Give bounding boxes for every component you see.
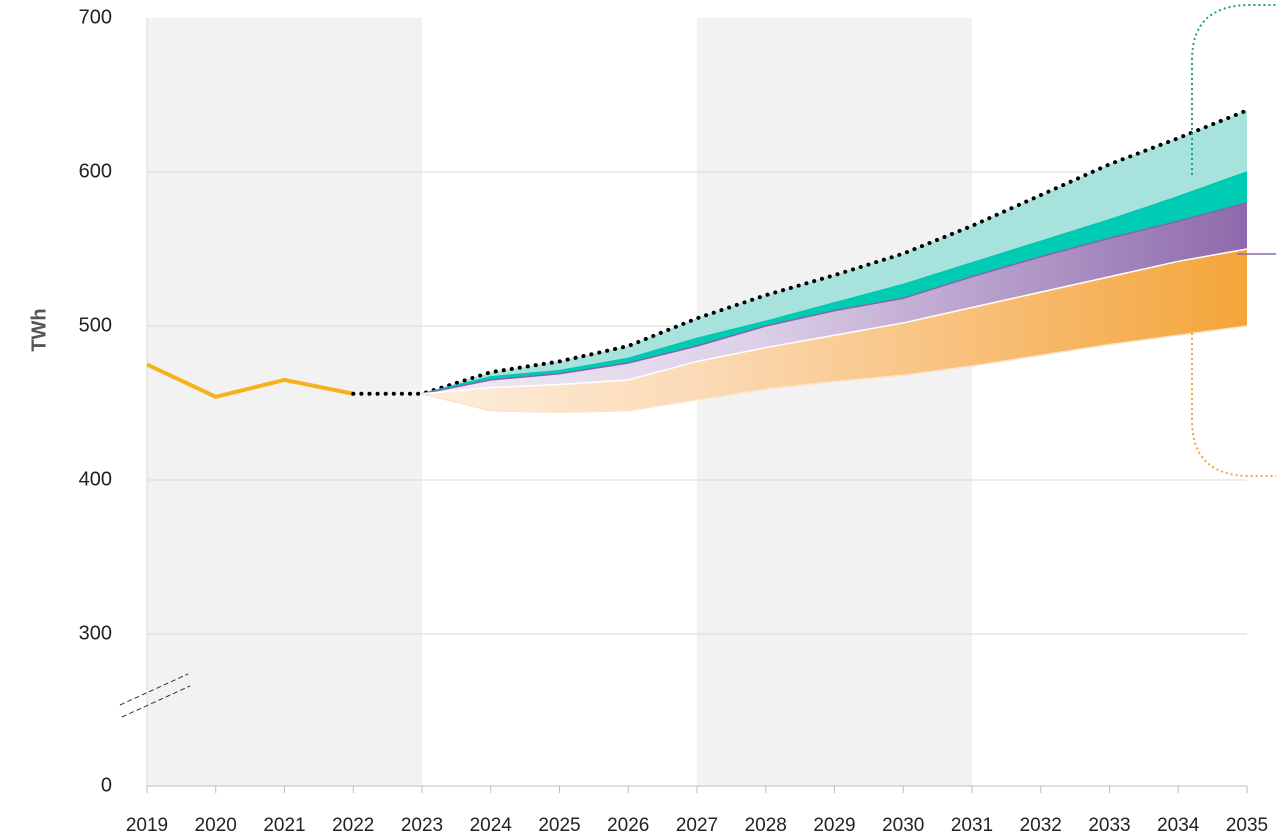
- x-tick-label: 2033: [1088, 815, 1130, 836]
- x-tick-label: 2022: [332, 815, 374, 836]
- axis-break: [121, 685, 191, 718]
- x-tick-label: 2030: [882, 815, 924, 836]
- line: [351, 108, 1249, 396]
- y-tick-label: 700: [79, 6, 112, 28]
- x-tick-label: 2023: [401, 815, 443, 836]
- y-tick-label: 400: [79, 468, 112, 490]
- x-tick-label: 2034: [1157, 815, 1200, 836]
- x-tick-label: 2028: [745, 815, 787, 836]
- y-tick-label: 300: [79, 622, 112, 644]
- x-tick-label: 2027: [676, 815, 718, 836]
- x-tick-label: 2035: [1226, 815, 1268, 836]
- line: [146, 362, 354, 399]
- bracket: [1191, 4, 1276, 175]
- x-tick-label: 2021: [263, 815, 305, 836]
- band-edge: [421, 202, 1248, 395]
- axis-break: [119, 673, 189, 706]
- band-edge: [421, 171, 1248, 395]
- y-tick-label: 0: [101, 774, 112, 796]
- x-tick-label: 2026: [607, 815, 649, 836]
- shaded-period: [697, 18, 972, 786]
- x-tick-label: 2031: [951, 815, 993, 836]
- x-tick-label: 2029: [813, 815, 855, 836]
- x-tick-label: 2020: [195, 815, 237, 836]
- y-tick-label: 600: [79, 160, 112, 182]
- bracket: [1191, 318, 1276, 477]
- y-axis-label: TWh: [28, 308, 50, 351]
- x-tick-label: 2019: [126, 815, 168, 836]
- band-edge: [421, 325, 1248, 413]
- x-tick-label: 2032: [1020, 815, 1062, 836]
- band: [422, 249, 1247, 413]
- band-edge: [421, 248, 1248, 395]
- y-tick-label: 500: [79, 314, 112, 336]
- shaded-period: [147, 18, 422, 786]
- x-tick-label: 2024: [470, 815, 513, 836]
- x-tick-label: 2025: [538, 815, 580, 836]
